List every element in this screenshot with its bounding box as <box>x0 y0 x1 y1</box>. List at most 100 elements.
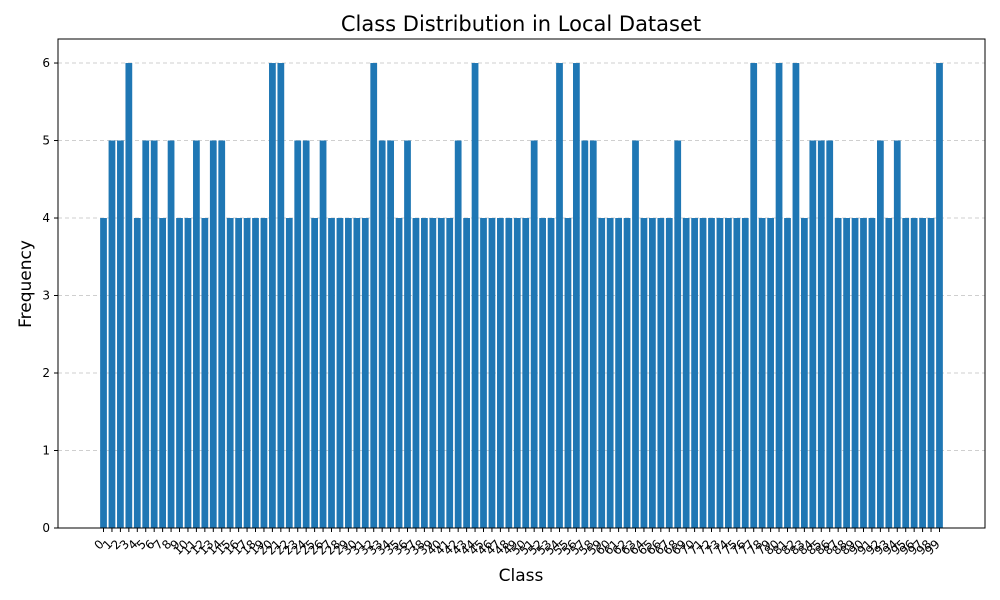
bar <box>885 218 893 528</box>
bar <box>682 218 690 528</box>
bar <box>505 218 513 528</box>
bar <box>725 218 732 528</box>
bar <box>632 140 639 528</box>
bar <box>167 140 175 528</box>
bar <box>488 218 496 528</box>
bar <box>564 218 572 528</box>
bar <box>606 218 614 528</box>
bar <box>665 218 673 528</box>
bar <box>311 218 318 528</box>
bar <box>184 218 192 528</box>
plot-frame <box>57 38 986 529</box>
bar <box>640 218 648 528</box>
bar <box>285 218 293 528</box>
bar <box>277 63 285 528</box>
bar <box>421 218 428 528</box>
bar <box>378 140 386 528</box>
bar <box>243 218 251 528</box>
bar <box>826 140 834 528</box>
bar <box>699 218 707 528</box>
bar <box>674 140 682 528</box>
bar <box>809 140 817 528</box>
bar <box>936 63 943 528</box>
y-tick-label: 5 <box>42 134 50 148</box>
bar <box>784 218 791 528</box>
bar <box>691 218 698 528</box>
y-tick-label: 0 <box>42 521 50 535</box>
bar <box>581 140 589 528</box>
bar <box>927 218 935 528</box>
bar <box>235 218 242 528</box>
bar <box>843 218 850 528</box>
bar <box>370 63 378 528</box>
bar <box>522 218 530 528</box>
bar <box>133 218 141 528</box>
bar <box>193 140 200 528</box>
y-tick-label: 1 <box>42 444 50 458</box>
bar <box>589 140 597 528</box>
bar <box>260 218 268 528</box>
bar <box>345 218 352 528</box>
bar <box>716 218 724 528</box>
bar <box>353 218 361 528</box>
y-tick-label: 2 <box>42 366 50 380</box>
bar <box>573 63 580 528</box>
bar <box>876 140 884 528</box>
bar <box>530 140 538 528</box>
bar <box>108 140 116 528</box>
bar <box>767 218 774 528</box>
bar <box>556 63 563 528</box>
chart-title: Class Distribution in Local Dataset <box>341 12 701 36</box>
bar <box>125 63 133 528</box>
bar <box>902 218 910 528</box>
bar <box>893 140 901 528</box>
bar <box>412 218 420 528</box>
bar <box>910 218 918 528</box>
bar <box>497 218 504 528</box>
bar <box>328 218 335 528</box>
bar <box>209 140 217 528</box>
bar <box>437 218 445 528</box>
bar <box>252 218 259 528</box>
bar <box>463 218 470 528</box>
bar <box>834 218 842 528</box>
bar <box>733 218 741 528</box>
bar <box>446 218 454 528</box>
bar <box>513 218 521 528</box>
bar <box>117 140 124 528</box>
bar <box>429 218 437 528</box>
bar <box>649 218 656 528</box>
bar <box>176 218 183 528</box>
bar <box>657 218 665 528</box>
y-tick-label: 4 <box>42 211 50 225</box>
bar <box>218 140 226 528</box>
bar <box>395 218 403 528</box>
bar <box>615 218 622 528</box>
bar <box>598 218 606 528</box>
bar <box>319 140 327 528</box>
bar <box>547 218 555 528</box>
bar <box>817 140 825 528</box>
bar <box>269 63 276 528</box>
bar <box>471 63 479 528</box>
bar <box>919 218 926 528</box>
x-axis-label: Class <box>499 566 544 586</box>
y-axis-label: Frequency <box>16 240 36 328</box>
bar <box>159 218 167 528</box>
bar <box>851 218 859 528</box>
bar <box>801 218 808 528</box>
bar <box>741 218 749 528</box>
bar <box>404 140 411 528</box>
bar <box>454 140 462 528</box>
bar <box>142 140 150 528</box>
y-tick-label: 3 <box>42 289 50 303</box>
bar <box>623 218 631 528</box>
bar <box>387 140 394 528</box>
bar <box>302 140 310 528</box>
bar <box>539 218 546 528</box>
bar <box>150 140 158 528</box>
bar <box>294 140 302 528</box>
bar <box>708 218 715 528</box>
bar <box>868 218 876 528</box>
